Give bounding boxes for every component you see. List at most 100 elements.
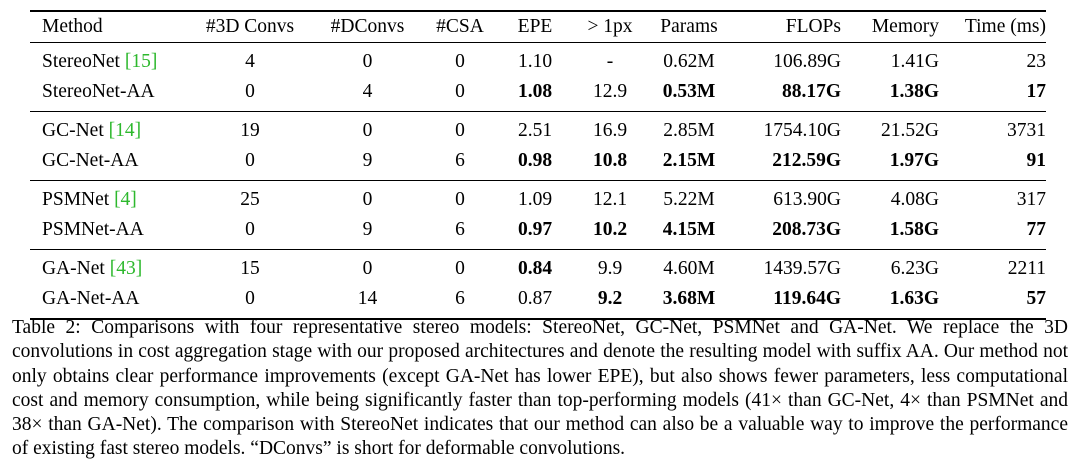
table-cell: 2.15M (662, 150, 716, 171)
citation-link[interactable]: [4] (114, 189, 137, 210)
table-row-group: GC-Net [14] 19 0 0 2.51 16.9 2.85M 1754.10G 21.5… (30, 112, 1046, 181)
table-cell: 6.23G (890, 258, 939, 279)
header-epe: EPE (517, 16, 553, 37)
table-cell: 2.85M (663, 120, 715, 141)
table-cell: 0 (455, 81, 465, 102)
table-row: StereoNet-AA 0 4 0 1.08 12.9 0.53M 88.17G 1.38G 1… (30, 77, 1046, 112)
table-row: GC-Net [14] 19 0 0 2.51 16.9 2.85M 1754.10G 21.5… (30, 112, 1046, 147)
table-cell: 4.08G (890, 189, 939, 210)
header-params: Params (660, 16, 718, 37)
method-name: StereoNet (42, 51, 125, 72)
table-cell: 3731 (1007, 120, 1046, 141)
citation-link[interactable]: [43] (109, 258, 143, 279)
table-cell: 0 (455, 51, 465, 72)
method-name: PSMNet-AA (42, 219, 144, 240)
method-cell: GC-Net-AA (30, 146, 190, 181)
table-cell: 0.87 (517, 288, 553, 309)
table-cell: 0 (455, 258, 465, 279)
table-cell: 6 (455, 219, 465, 240)
table-cell: 212.59G (772, 150, 841, 171)
header-gt-1px: > 1px (587, 16, 633, 37)
header-memory: Memory (871, 16, 939, 37)
method-cell: StereoNet [15] (30, 43, 190, 78)
table-row-group: PSMNet [4] 25 0 0 1.09 12.1 5.22M 613.90G 4.08G 3… (30, 181, 1046, 250)
method-name: StereoNet-AA (42, 81, 155, 102)
table-cell: 0 (362, 51, 373, 72)
table-cell: 25 (240, 189, 260, 210)
table-cell: 106.89G (773, 51, 841, 72)
header-csa: #CSA (436, 16, 484, 37)
table-cell: 88.17G (781, 81, 841, 102)
header-dconvs: #DConvs (330, 16, 405, 37)
table-cell: 1.41G (890, 51, 939, 72)
table-cell: 4.60M (663, 258, 715, 279)
table-cell: 91 (1026, 150, 1047, 171)
table-cell: 0 (455, 120, 465, 141)
table-cell: 17 (1026, 81, 1047, 102)
table-cell: 0 (245, 288, 255, 309)
table-cell: 10.2 (592, 219, 628, 240)
citation-link[interactable]: [15] (124, 51, 158, 72)
table-cell: 16.9 (592, 120, 628, 141)
table-cell: 208.73G (772, 219, 841, 240)
header-method: Method (42, 16, 103, 37)
table-row-group: StereoNet [15] 4 0 0 1.10 - 0.62M 106.89G 1.41G 2… (30, 43, 1046, 112)
table-cell: 2211 (1007, 258, 1046, 279)
method-name: GC-Net (42, 120, 109, 141)
table-cell: 317 (1016, 189, 1046, 210)
table-cell: 0 (245, 81, 255, 102)
table-row: GA-Net-AA 0 14 6 0.87 9.2 3.68M 119.64G 1.63G 57 (30, 284, 1046, 319)
table-cell: 21.52G (881, 120, 939, 141)
table-cell: 23 (1026, 51, 1047, 72)
table-cell: 9.2 (597, 288, 623, 309)
table-row: GC-Net-AA 0 9 6 0.98 10.8 2.15M 212.59G 1.97G 91 (30, 146, 1046, 181)
method-cell: GC-Net [14] (30, 112, 190, 147)
table-cell: 0 (455, 189, 465, 210)
table-row: PSMNet [4] 25 0 0 1.09 12.1 5.22M 613.90G 4.08G 3… (30, 181, 1046, 216)
table-cell: 1.58G (889, 219, 939, 240)
table-row: StereoNet [15] 4 0 0 1.10 - 0.62M 106.89G 1.41G 2… (30, 43, 1046, 78)
table-cell: 9 (362, 150, 373, 171)
header-time: Time (ms) (964, 16, 1046, 37)
table-cell: 4 (245, 51, 255, 72)
table-cell: 1.09 (517, 189, 553, 210)
table-cell: 5.22M (663, 189, 715, 210)
table-row: PSMNet-AA 0 9 6 0.97 10.2 4.15M 208.73G 1.58G 77 (30, 215, 1046, 250)
table-cell: 0 (245, 150, 255, 171)
table-row: GA-Net [43] 15 0 0 0.84 9.9 4.60M 1439.57G 6.23G… (30, 250, 1046, 285)
header-flops: FLOPs (785, 16, 841, 37)
table-cell: 19 (240, 120, 260, 141)
table-cell: 3.68M (662, 288, 716, 309)
table-cell: 1.63G (889, 288, 939, 309)
table-cell: 6 (455, 150, 465, 171)
table-cell: 77 (1026, 219, 1047, 240)
table-cell: 0 (362, 189, 373, 210)
comparison-table: Method #3D Convs #DConvs #CSA EPE > 1px … (30, 10, 1046, 320)
table-cell: 119.64G (773, 288, 841, 309)
header-3d-convs: #3D Convs (205, 16, 295, 37)
method-cell: GA-Net [43] (30, 250, 190, 285)
table-cell: 6 (455, 288, 465, 309)
method-name: PSMNet (42, 189, 115, 210)
results-table-container: Method #3D Convs #DConvs #CSA EPE > 1px … (30, 10, 1046, 320)
table-header-row: Method #3D Convs #DConvs #CSA EPE > 1px … (30, 11, 1046, 43)
table-cell: 12.1 (592, 189, 628, 210)
table-cell: 12.9 (592, 81, 628, 102)
method-cell: PSMNet-AA (30, 215, 190, 250)
table-cell: 0 (362, 120, 373, 141)
citation-link[interactable]: [14] (108, 120, 142, 141)
table-cell: 1.10 (517, 51, 553, 72)
method-cell: PSMNet [4] (30, 181, 190, 216)
table-cell: 15 (240, 258, 260, 279)
table-cell: 1754.10G (763, 120, 841, 141)
table-cell: 0.98 (517, 150, 553, 171)
table-caption: Table 2: Comparisons with four represent… (12, 317, 1068, 460)
method-name: GA-Net (42, 258, 110, 279)
table-cell: 0.84 (517, 258, 553, 279)
table-cell: 9.9 (597, 258, 623, 279)
table-cell: 9 (362, 219, 373, 240)
table-cell: 1439.57G (763, 258, 841, 279)
table-cell: 4.15M (662, 219, 716, 240)
method-name: GC-Net-AA (42, 150, 139, 171)
table-cell: 4 (362, 81, 373, 102)
